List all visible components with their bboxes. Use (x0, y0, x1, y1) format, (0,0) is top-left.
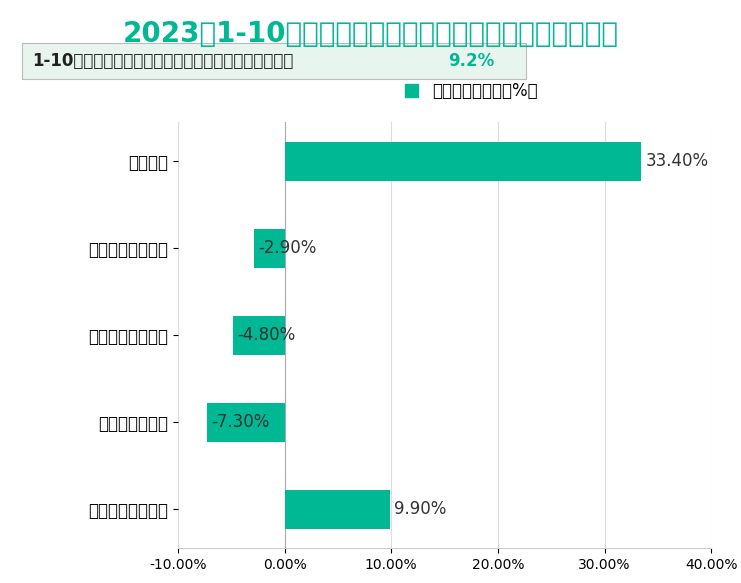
Text: 33.40%: 33.40% (645, 152, 708, 170)
Text: 9.90%: 9.90% (394, 500, 447, 518)
Text: 2023年1-10月嘉峪关市规模以上工业增加值同比增长情况: 2023年1-10月嘉峪关市规模以上工业增加值同比增长情况 (122, 20, 619, 48)
Text: -2.90%: -2.90% (258, 239, 316, 257)
Text: 9.2%: 9.2% (448, 52, 494, 69)
Bar (285, 142, 641, 181)
Text: 1-10月嘉峪关市规模以上工业企业工业增加值同比增长: 1-10月嘉峪关市规模以上工业企业工业增加值同比增长 (33, 52, 293, 69)
Bar (253, 229, 285, 268)
Bar (207, 403, 285, 442)
FancyBboxPatch shape (22, 43, 526, 79)
Legend: 增加值同比增长（%）: 增加值同比增长（%） (399, 75, 544, 107)
Text: -7.30%: -7.30% (211, 413, 269, 431)
Text: -4.80%: -4.80% (238, 326, 296, 344)
Bar (285, 490, 391, 529)
Bar (233, 315, 285, 355)
